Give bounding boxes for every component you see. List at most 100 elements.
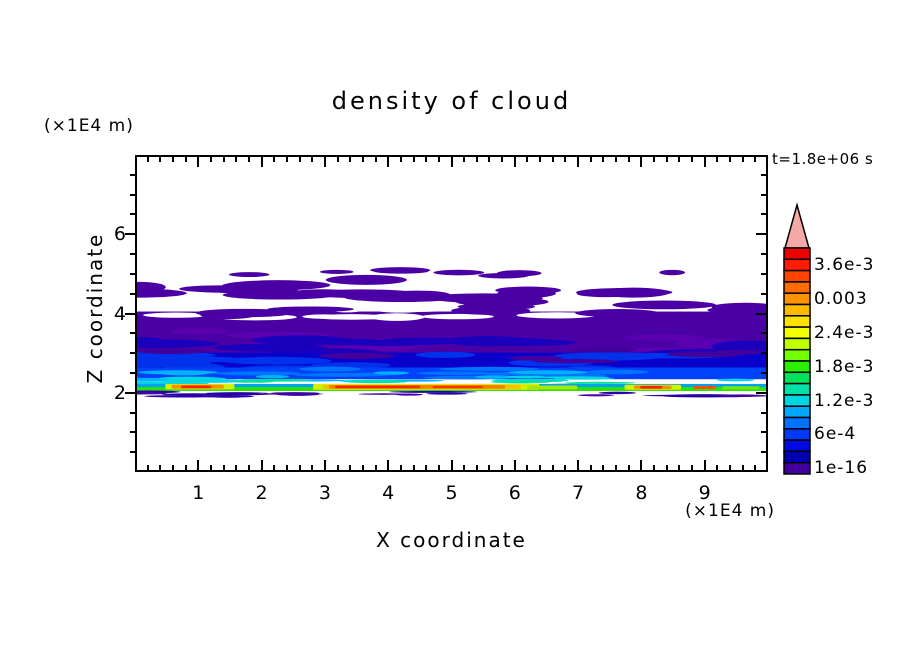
cloud-blob — [444, 366, 540, 371]
tick-mark — [336, 157, 339, 162]
colorbar-tick-label: 6e-4 — [814, 424, 857, 445]
colorbar-segment — [783, 315, 811, 328]
tick-mark — [311, 465, 314, 470]
cloud-blob — [358, 393, 408, 395]
cloud-blob — [299, 366, 362, 372]
z-axis-unit: (×1E4 m) — [44, 116, 134, 136]
x-tick-label: 8 — [635, 482, 648, 504]
cloud-blob — [533, 359, 619, 364]
colorbar-segment — [783, 258, 811, 272]
cloud-blob — [719, 394, 765, 397]
tick-mark — [526, 465, 529, 470]
cloud-blob — [272, 309, 320, 316]
tick-mark — [488, 157, 491, 162]
x-tick-label: 2 — [255, 482, 268, 504]
tick-mark — [130, 431, 135, 434]
cloud-blob — [318, 352, 396, 360]
tick-mark — [640, 157, 643, 167]
tick-mark — [501, 157, 504, 162]
cloud-blob — [642, 394, 725, 397]
colorbar-segment — [783, 461, 811, 475]
tick-mark — [349, 465, 352, 470]
cloud-blob — [505, 375, 546, 379]
cloud-blob — [433, 269, 485, 276]
tick-mark — [184, 157, 187, 162]
cloud-blob — [598, 287, 670, 298]
tick-mark — [539, 465, 542, 470]
base-streak — [693, 385, 716, 390]
colorbar-segment — [783, 371, 811, 385]
tick-mark — [361, 465, 364, 470]
cloud-blob — [215, 371, 301, 376]
cloud-blob — [137, 339, 219, 349]
tick-mark — [577, 157, 580, 167]
colorbar-tick-label: 0.003 — [814, 288, 868, 309]
tick-mark — [298, 465, 301, 470]
plot-area — [135, 155, 768, 472]
tick-mark — [130, 173, 135, 176]
x-tick-label: 7 — [572, 482, 585, 504]
cloud-blob — [577, 394, 615, 397]
cloud-blob — [421, 313, 494, 320]
tick-mark — [564, 157, 567, 162]
cloud-blob — [238, 378, 314, 382]
tick-mark — [222, 465, 225, 470]
tick-mark — [298, 157, 301, 162]
base-streak — [721, 386, 760, 390]
tick-mark — [577, 460, 580, 470]
tick-mark — [513, 157, 516, 167]
cloud-blob — [508, 370, 588, 375]
cloud-blob — [707, 305, 766, 315]
tick-mark — [589, 157, 592, 162]
colorbar-tick-label: 1.8e-3 — [814, 356, 875, 377]
cloud-blob — [598, 391, 636, 395]
tick-mark — [551, 465, 554, 470]
tick-mark — [703, 157, 706, 167]
cloud-blob — [455, 297, 549, 307]
tick-mark — [260, 460, 263, 470]
tick-mark — [761, 213, 766, 216]
colorbar-segment — [783, 450, 811, 464]
tick-mark — [761, 371, 766, 374]
tick-mark — [412, 465, 415, 470]
colorbar-tick-label: 1e-16 — [814, 458, 869, 479]
tick-mark — [159, 157, 162, 162]
x-tick-label: 9 — [698, 482, 711, 504]
tick-mark — [336, 465, 339, 470]
tick-mark — [761, 451, 766, 454]
colorbar-segment — [783, 428, 811, 441]
cloud-blob — [137, 281, 166, 293]
tick-mark — [691, 157, 694, 162]
base-streak — [526, 385, 578, 390]
tick-mark — [640, 460, 643, 470]
time-annotation: t=1.8e+06 s — [772, 150, 874, 168]
tick-mark — [399, 157, 402, 162]
colorbar-overflow-arrow — [784, 202, 810, 249]
tick-mark — [761, 292, 766, 295]
tick-mark — [247, 157, 250, 162]
cloud-blob — [220, 356, 332, 365]
tick-mark — [235, 157, 238, 162]
tick-mark — [475, 157, 478, 162]
tick-mark — [247, 465, 250, 470]
tick-mark — [761, 411, 766, 414]
cloud-blob — [586, 369, 649, 375]
x-axis-title: X coordinate — [376, 528, 527, 552]
tick-mark — [729, 465, 732, 470]
cloud-blob — [659, 269, 686, 276]
tick-mark — [539, 157, 542, 162]
tick-mark — [450, 460, 453, 470]
tick-mark — [130, 272, 135, 275]
base-streak — [335, 385, 421, 389]
tick-mark — [513, 460, 516, 470]
tick-mark — [761, 253, 766, 256]
tick-mark — [235, 465, 238, 470]
tick-mark — [589, 465, 592, 470]
tick-mark — [130, 371, 135, 374]
cloud-blob — [137, 360, 198, 368]
z-tick-label: 2 — [113, 381, 126, 404]
cloud-blob — [490, 380, 551, 384]
cloud-blob — [478, 272, 529, 279]
cloud-blob — [548, 377, 610, 380]
z-tick-label: 4 — [113, 302, 126, 325]
